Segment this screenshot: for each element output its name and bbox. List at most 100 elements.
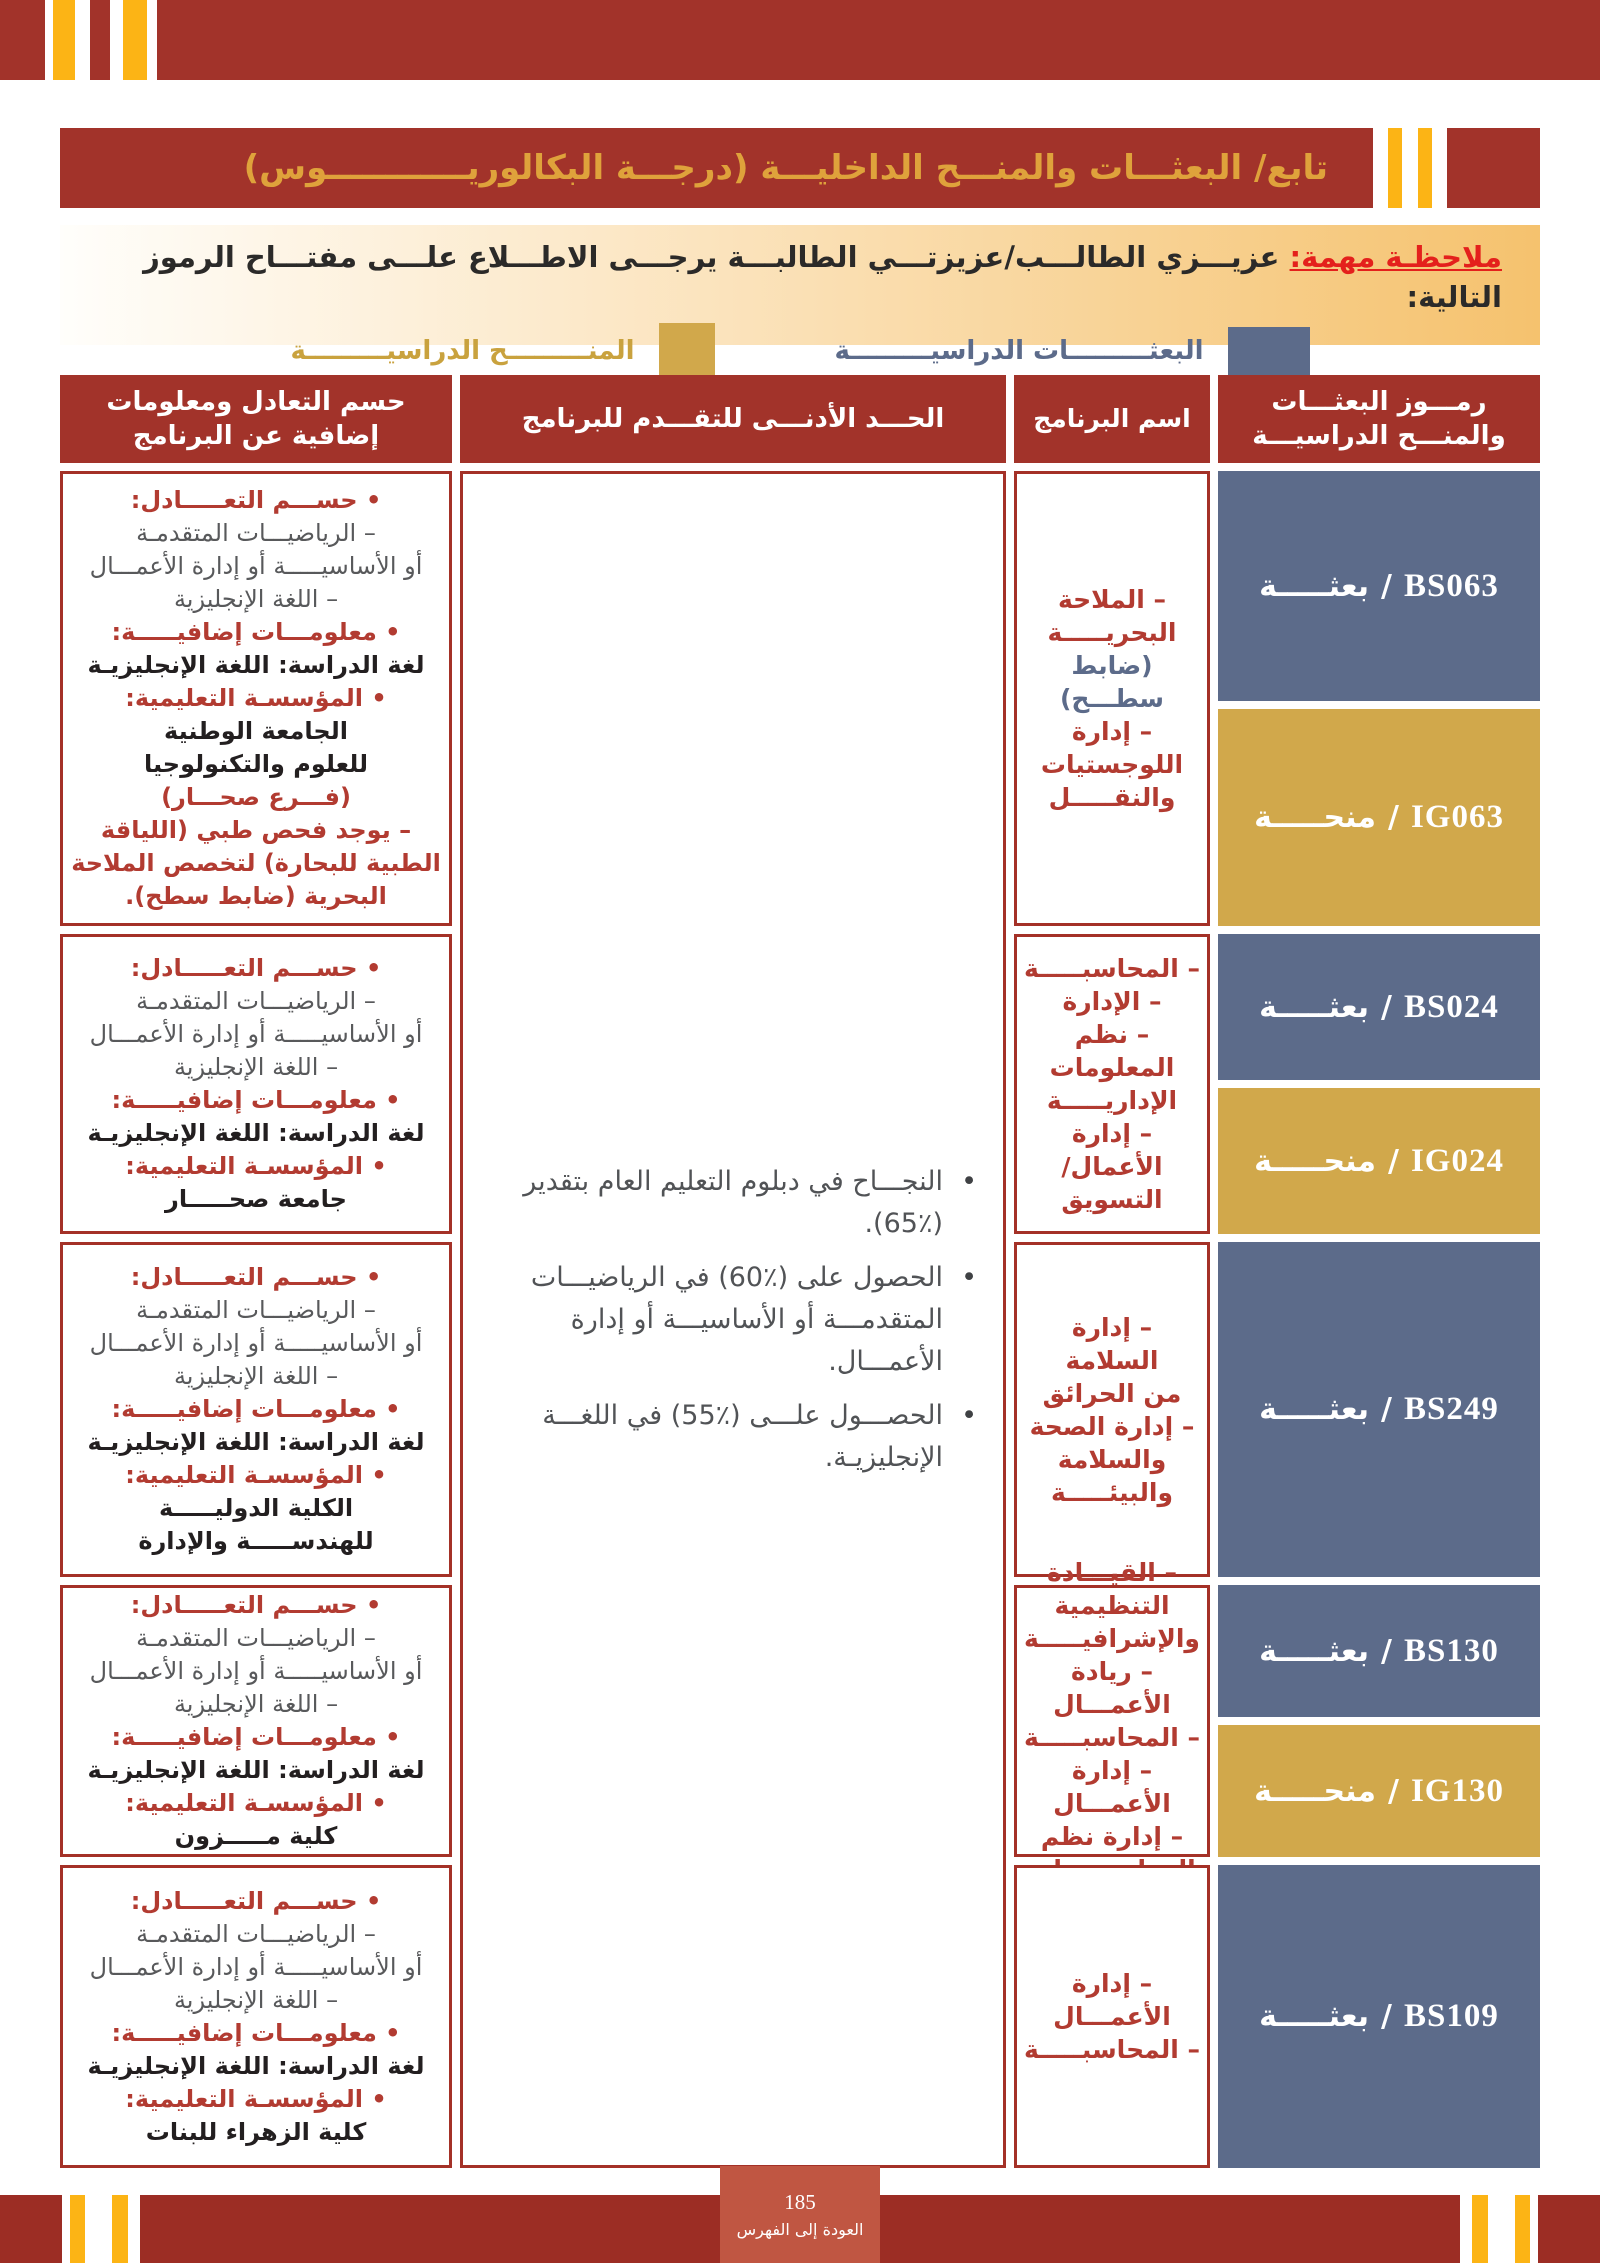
note-label: ملاحظـة مهمة: — [1289, 240, 1502, 274]
info-line: (فـــرع صحـــار) — [161, 783, 351, 811]
codes-cell: BS109 / بعثـــــة — [1218, 1865, 1540, 2168]
program-line: – إدارة — [1071, 717, 1153, 746]
code-type-label: بعثـــــة — [1259, 989, 1370, 1025]
info-line: • المؤسسـة التعليمية: — [125, 2084, 387, 2113]
code-text: BS109 — [1404, 1998, 1499, 2034]
code-type-label: بعثـــــة — [1259, 1633, 1370, 1669]
legend-row: البعثـــــــــات الدراسيـــــــــة المنـ… — [98, 323, 1502, 379]
header-program-name: اسم البرنامج — [1014, 375, 1210, 463]
code-type-label: منحـــــة — [1254, 1143, 1376, 1179]
code-badge-IG024: IG024 / منحـــــة — [1218, 1088, 1540, 1234]
program-line: – الملاحة — [1057, 585, 1167, 614]
equivalency-info-cell: • حســـم التعـــــادل: – الرياضيـــات الم… — [60, 1865, 452, 2168]
info-line: • معلومـــات إضافيـــــة: — [111, 1723, 401, 1751]
page-number: 185 — [784, 2190, 816, 2214]
info-line: • حســـم التعـــــادل: — [130, 486, 382, 514]
info-line: – الرياضيـــات المتقدمـة — [136, 1296, 376, 1324]
info-line: • المؤسسـة التعليمية: — [125, 1789, 387, 1817]
title-bar: تابع/ البعثـــات والمنـــح الداخليـــة (… — [60, 128, 1373, 208]
codes-cell: BS249 / بعثـــــة — [1218, 1242, 1540, 1577]
requirements-cell: النجـــاح في دبلوم التعليم العام بتقدير … — [460, 471, 1006, 2168]
program-line: التنظيمية — [1054, 1591, 1170, 1620]
program-line: – المحاسبـــــة — [1024, 954, 1201, 983]
info-line: • حســـم التعـــــادل: — [130, 1263, 382, 1291]
program-line: – المحاسبـــــة — [1024, 1723, 1201, 1752]
program-line: الإداريـــــة — [1046, 1086, 1178, 1115]
program-name-cell: – القيـــادة التنظيمية والإشرافيـــــة – ري… — [1014, 1558, 1210, 1884]
info-line: لغة الدراسة: اللغة الإنجليزيـة — [87, 1428, 425, 1456]
code-badge-BS249: BS249 / بعثـــــة — [1218, 1242, 1540, 1577]
strip-red-segment — [90, 0, 110, 80]
legend-item-grant: المنـــــــــح الدراسيـــــــــة — [291, 323, 715, 379]
program-line: – المحاسبـــــة — [1024, 2035, 1201, 2064]
info-line: أو الأساسيـــــة أو إدارة الأعمـــال — [89, 1952, 423, 1981]
code-text: BS024 — [1404, 988, 1499, 1025]
program-name-cell: – إدارة الأعمـــال – المحاسبـــــة — [1014, 1865, 1210, 2168]
title-row: تابع/ البعثـــات والمنـــح الداخليـــة (… — [60, 128, 1540, 208]
header-info: حسم التعادل ومعلومات إضافية عن البرنامج — [60, 375, 452, 463]
program-line: – الإدارة — [1062, 987, 1162, 1016]
info-line: البحرية (ضابط سطح). — [125, 882, 387, 910]
footer-gap — [1460, 2195, 1472, 2263]
code-text: IG130 — [1410, 1772, 1504, 1809]
program-line: – ريادة الأعمـــال — [1053, 1657, 1171, 1719]
back-to-index-link[interactable]: العودة إلى الفهرس — [736, 2220, 864, 2239]
program-line: – نظم — [1074, 1020, 1150, 1049]
code-separator: / — [1381, 1999, 1393, 2034]
code-badge-IG063: IG063 / منحـــــة — [1218, 709, 1540, 926]
note-text: عزيـــزي الطالـــب/عزيزتـــي الطالبـــة … — [143, 240, 1502, 314]
info-line: • حســـم التعـــــادل: — [130, 1886, 382, 1915]
strip-yellow-segment — [123, 0, 147, 80]
footer-yellow-stripe — [70, 2195, 85, 2263]
program-line: البحريـــــة — [1047, 618, 1177, 647]
header-requirements: الحـــد الأدنـــى للتقـــدم للبرنامج — [460, 375, 1006, 463]
scholarship-color-swatch — [1227, 327, 1310, 375]
code-separator: / — [1381, 1633, 1393, 1669]
program-line: – إدارة الأعمـــال — [1053, 1969, 1171, 2031]
program-line: – إدارة الصحة — [1029, 1411, 1195, 1441]
info-line: • المؤسسـة التعليمية: — [125, 684, 387, 712]
info-line: – الرياضيـــات المتقدمـة — [136, 519, 376, 547]
info-line: • المؤسسـة التعليمية: — [125, 1461, 387, 1489]
info-line: – اللغة الإنجليزية — [173, 585, 339, 613]
info-line: أو الأساسيـــــة أو إدارة الأعمـــال — [89, 552, 423, 580]
legend-item-scholarship: البعثـــــــــات الدراسيـــــــــة — [835, 327, 1310, 375]
info-line: • معلومـــات إضافيـــــة: — [111, 2018, 401, 2047]
footer-red-segment — [1538, 2195, 1600, 2263]
code-separator: / — [1387, 800, 1399, 835]
code-badge-BS063: BS063 / بعثـــــة — [1218, 471, 1540, 701]
strip-yellow-segment — [53, 0, 75, 80]
program-line: والبيئـــــة — [1051, 1477, 1173, 1507]
code-type-label: بعثـــــة — [1259, 1999, 1370, 2034]
footer-yellow-stripe — [112, 2195, 128, 2263]
requirement-item: الحصول على (٪60) في الرياضيـــات المتقدم… — [487, 1257, 979, 1383]
grant-color-swatch — [658, 323, 715, 379]
info-line: – اللغة الإنجليزية — [173, 1985, 339, 2014]
title-yellow-stripe — [1388, 128, 1402, 208]
program-line: – إدارة نظم — [1040, 1822, 1184, 1851]
info-line: – اللغة الإنجليزية — [173, 1362, 339, 1390]
program-line: – القيـــادة — [1047, 1558, 1177, 1587]
info-line: – الرياضيـــات المتقدمـة — [136, 1919, 376, 1948]
info-line: لغة الدراسة: اللغة الإنجليزيـة — [87, 651, 425, 679]
code-text: IG063 — [1410, 799, 1504, 835]
code-badge-BS130: BS130 / بعثـــــة — [1218, 1585, 1540, 1717]
info-line: الكلية الدوليـــــة — [158, 1494, 354, 1522]
equivalency-info-cell: • حســـم التعـــــادل: – الرياضيـــات الم… — [60, 471, 452, 926]
code-separator: / — [1381, 568, 1393, 604]
program-line: والسلامة — [1057, 1444, 1167, 1474]
codes-cell: BS024 / بعثـــــة IG024 / منحـــــة — [1218, 934, 1540, 1234]
code-separator: / — [1387, 1773, 1399, 1809]
info-line: • حســـم التعـــــادل: — [130, 1591, 382, 1619]
strip-gap — [147, 0, 157, 80]
info-line: أو الأساسيـــــة أو إدارة الأعمـــال — [89, 1329, 423, 1357]
equivalency-info-cell: • حســـم التعـــــادل: – الرياضيـــات الم… — [60, 1242, 452, 1577]
code-text: BS249 — [1404, 1391, 1499, 1427]
info-line: لغة الدراسة: اللغة الإنجليزيـة — [87, 1756, 425, 1784]
code-type-label: منحـــــة — [1254, 800, 1376, 835]
program-name-cell: – الملاحة البحريـــــة (ضابط سطـــح) – إدار… — [1014, 471, 1210, 926]
code-text: IG024 — [1410, 1142, 1504, 1179]
info-line: – الرياضيـــات المتقدمـة — [136, 987, 376, 1015]
info-line: كلية مـــــزون — [174, 1822, 338, 1850]
scholarship-table: رمـــوز البعثـــات والمنـــح الدراسيـــة… — [60, 375, 1540, 2168]
